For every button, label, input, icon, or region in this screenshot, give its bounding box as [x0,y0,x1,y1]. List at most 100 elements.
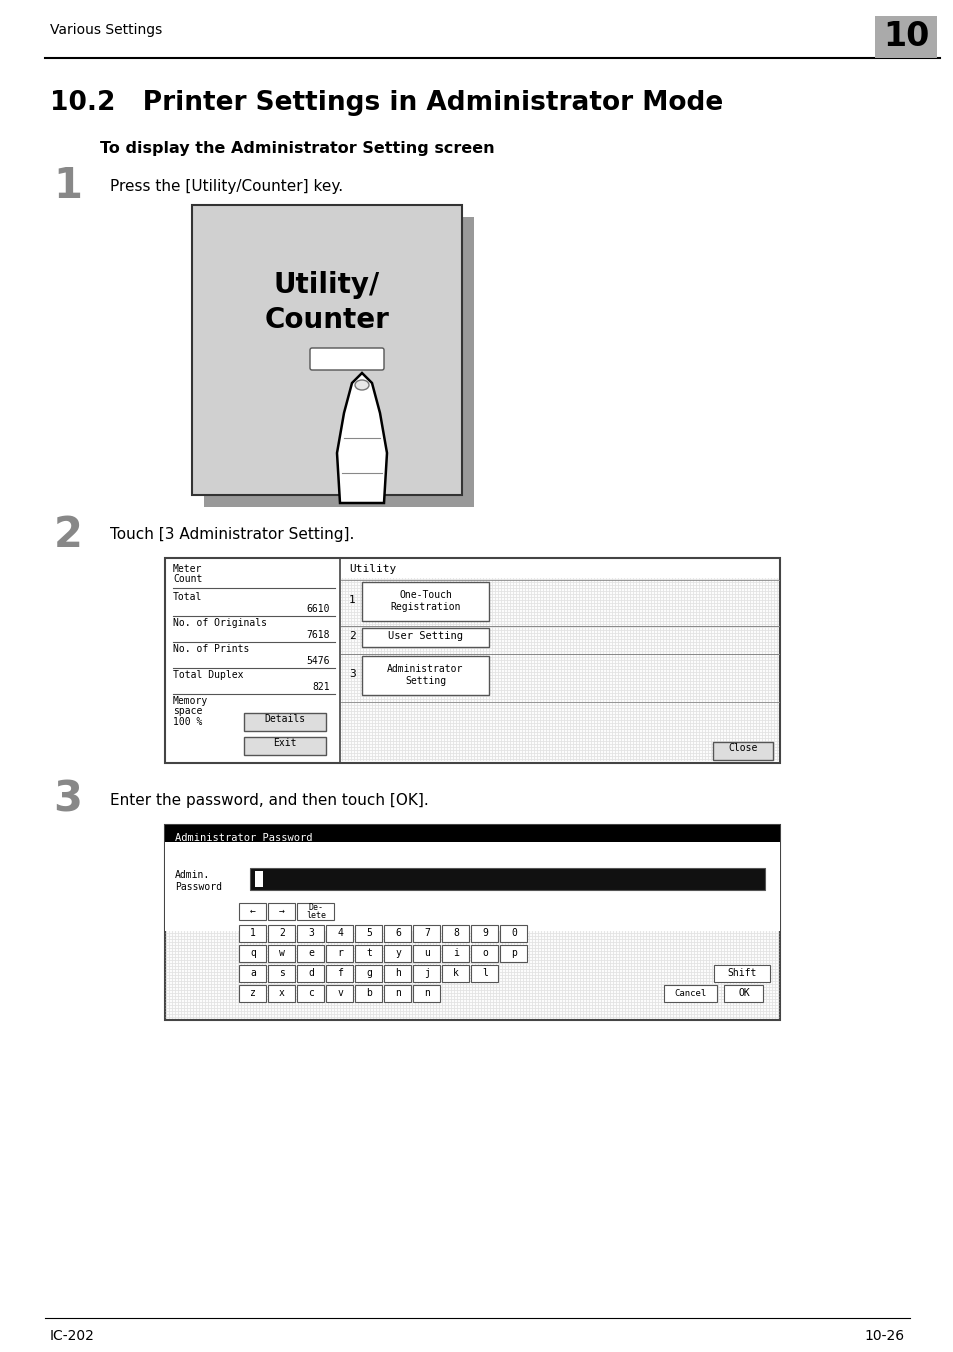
Ellipse shape [355,380,369,389]
Text: j: j [424,968,430,977]
Text: Counter: Counter [264,306,389,334]
Text: 3: 3 [349,669,355,679]
Text: Cancel: Cancel [674,988,706,998]
FancyBboxPatch shape [297,903,335,919]
FancyBboxPatch shape [384,925,411,941]
Text: l: l [481,968,487,977]
Text: De-: De- [308,903,323,913]
Text: OK: OK [738,988,749,998]
FancyBboxPatch shape [239,964,266,982]
Text: Details: Details [264,714,305,725]
FancyBboxPatch shape [471,925,498,941]
Text: k: k [453,968,458,977]
Text: No. of Originals: No. of Originals [172,618,267,627]
FancyBboxPatch shape [297,945,324,961]
Text: e: e [308,948,314,959]
FancyBboxPatch shape [442,964,469,982]
Text: 8: 8 [453,927,458,938]
Text: 821: 821 [312,681,330,692]
FancyBboxPatch shape [361,656,489,695]
Text: →: → [279,906,285,917]
Text: Memory: Memory [172,696,208,706]
Text: n: n [395,988,400,998]
Text: n: n [424,988,430,998]
Text: Utility: Utility [349,564,395,575]
FancyBboxPatch shape [297,925,324,941]
Text: 2: 2 [279,927,285,938]
Text: 7618: 7618 [306,630,330,639]
Text: 9: 9 [481,927,487,938]
FancyBboxPatch shape [442,925,469,941]
Text: 10: 10 [882,20,928,54]
Text: g: g [366,968,372,977]
Text: a: a [250,968,255,977]
Text: v: v [336,988,342,998]
FancyBboxPatch shape [664,984,717,1002]
Text: space: space [172,706,202,717]
Text: t: t [366,948,372,959]
Text: Various Settings: Various Settings [50,23,162,37]
Text: q: q [250,948,255,959]
Text: ←: ← [250,906,255,917]
FancyBboxPatch shape [413,925,440,941]
Text: x: x [279,988,285,998]
FancyBboxPatch shape [239,984,266,1002]
Text: Utility/: Utility/ [274,270,379,299]
FancyBboxPatch shape [361,581,489,621]
Text: f: f [336,968,342,977]
FancyBboxPatch shape [250,868,764,890]
FancyBboxPatch shape [165,825,780,1019]
Text: Count: Count [172,575,202,584]
Text: 0: 0 [511,927,517,938]
Text: Admin.: Admin. [174,869,210,880]
Text: h: h [395,968,400,977]
FancyBboxPatch shape [355,984,382,1002]
Text: Total Duplex: Total Duplex [172,671,243,680]
Text: 5: 5 [366,927,372,938]
Text: Setting: Setting [404,676,446,685]
FancyBboxPatch shape [361,627,489,648]
FancyBboxPatch shape [500,925,527,941]
Text: Password: Password [174,882,222,892]
Text: Enter the password, and then touch [OK].: Enter the password, and then touch [OK]. [110,792,428,807]
Text: Meter: Meter [172,564,202,575]
Text: 6: 6 [395,927,400,938]
Text: y: y [395,948,400,959]
FancyBboxPatch shape [326,925,354,941]
Text: 1: 1 [349,595,355,604]
FancyBboxPatch shape [384,964,411,982]
FancyBboxPatch shape [723,984,762,1002]
Text: Close: Close [727,744,757,753]
FancyBboxPatch shape [165,825,780,863]
Text: c: c [308,988,314,998]
Text: Press the [Utility/Counter] key.: Press the [Utility/Counter] key. [110,178,343,193]
FancyBboxPatch shape [413,964,440,982]
Polygon shape [336,373,387,503]
FancyBboxPatch shape [471,945,498,961]
Text: Administrator Password: Administrator Password [174,833,313,844]
Text: 1: 1 [250,927,255,938]
Text: p: p [511,948,517,959]
FancyBboxPatch shape [471,964,498,982]
FancyBboxPatch shape [239,925,266,941]
FancyBboxPatch shape [384,945,411,961]
Text: No. of Prints: No. of Prints [172,644,249,654]
FancyBboxPatch shape [500,945,527,961]
Text: 10.2   Printer Settings in Administrator Mode: 10.2 Printer Settings in Administrator M… [50,91,722,116]
FancyBboxPatch shape [192,206,461,495]
Text: 2: 2 [349,631,355,641]
FancyBboxPatch shape [297,984,324,1002]
FancyBboxPatch shape [297,964,324,982]
FancyBboxPatch shape [239,945,266,961]
FancyBboxPatch shape [326,964,354,982]
FancyBboxPatch shape [442,945,469,961]
Text: o: o [481,948,487,959]
Text: 10-26: 10-26 [864,1329,904,1343]
FancyBboxPatch shape [244,737,326,754]
FancyBboxPatch shape [712,742,772,760]
Text: 3: 3 [53,779,82,821]
Text: w: w [279,948,285,959]
Text: i: i [453,948,458,959]
Text: 4: 4 [336,927,342,938]
Text: s: s [279,968,285,977]
